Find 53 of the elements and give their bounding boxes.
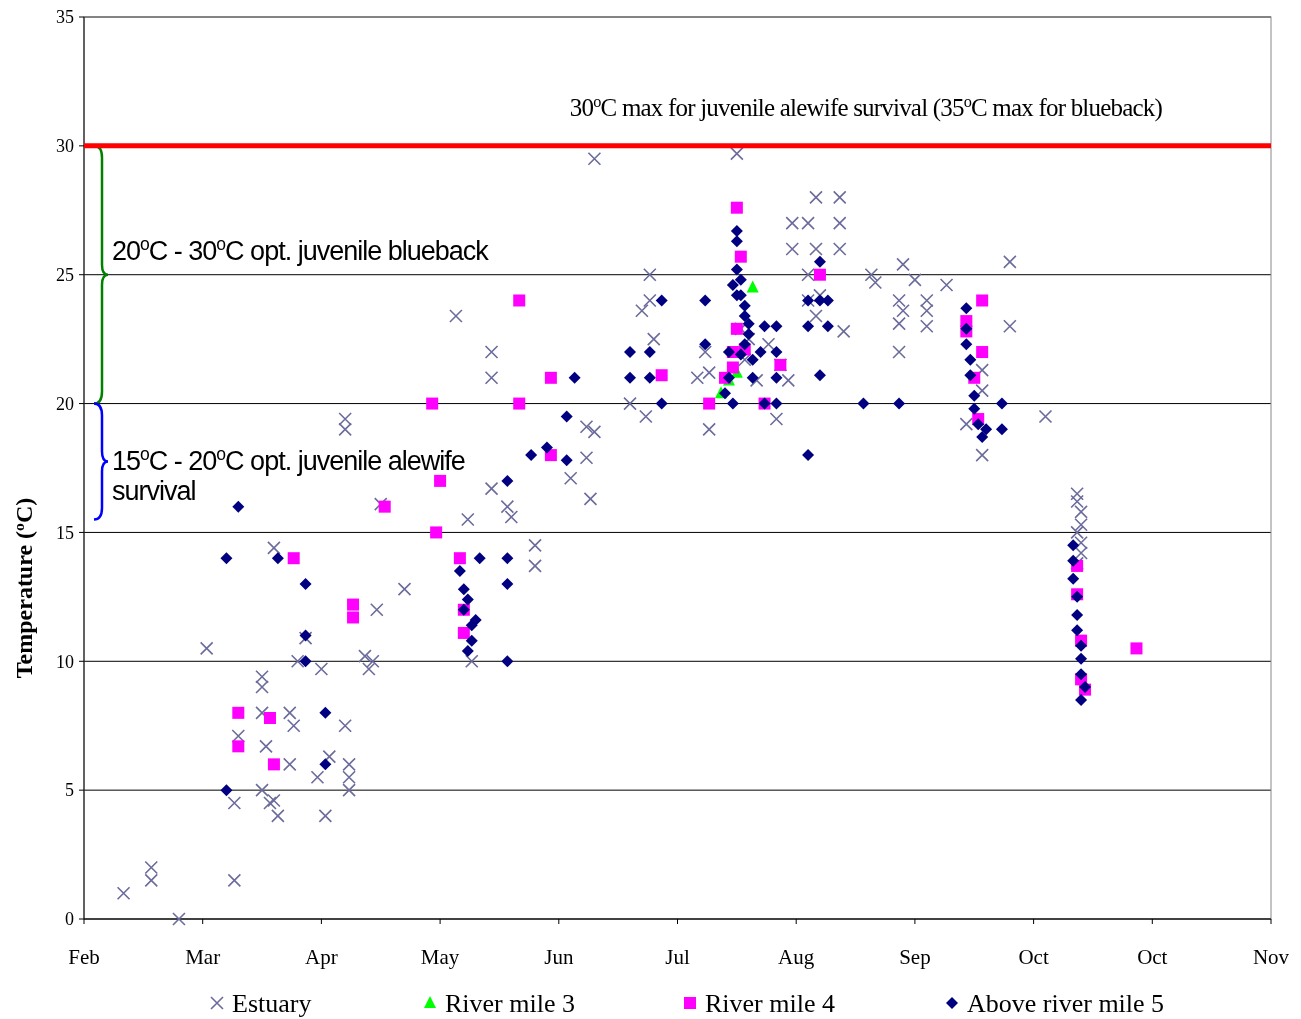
point bbox=[730, 201, 743, 214]
point bbox=[378, 500, 391, 513]
x-tick-label: Mar bbox=[185, 945, 221, 969]
y-tick-label: 20 bbox=[56, 393, 74, 414]
y-tick-label: 25 bbox=[56, 265, 74, 286]
point bbox=[287, 552, 300, 565]
point bbox=[734, 250, 747, 263]
point bbox=[263, 711, 276, 724]
point bbox=[347, 611, 360, 624]
y-tick-label: 10 bbox=[56, 651, 74, 672]
y-tick-label: 30 bbox=[56, 136, 74, 157]
point bbox=[1130, 642, 1143, 655]
y-tick-label: 0 bbox=[65, 909, 74, 930]
x-tick-label: Aug bbox=[778, 945, 815, 969]
y-tick-label: 35 bbox=[56, 7, 74, 28]
legend-label: River mile 3 bbox=[445, 989, 575, 1019]
point bbox=[457, 626, 470, 639]
x-tick-label: Nov bbox=[1252, 945, 1290, 969]
x-tick-label: Apr bbox=[305, 945, 338, 969]
y-tick-label: 15 bbox=[56, 522, 74, 543]
point bbox=[746, 280, 759, 293]
point bbox=[655, 369, 668, 382]
point bbox=[813, 268, 826, 281]
legend-label: Above river mile 5 bbox=[967, 989, 1165, 1019]
legend-label: Estuary bbox=[232, 989, 312, 1019]
point bbox=[232, 740, 245, 753]
x-tick-label: Sep bbox=[899, 945, 931, 969]
ref-line-label: 30$^{o}$C max for juvenile alewife survival (35$^{o}$C max for blueback) bbox=[569, 92, 1163, 122]
point bbox=[703, 397, 716, 410]
x-tick-label: May bbox=[420, 945, 460, 969]
x-tick-label: Oct bbox=[1018, 945, 1049, 969]
x-tick-label: Feb bbox=[68, 945, 100, 969]
x-tick-label: Jun bbox=[544, 945, 574, 969]
point bbox=[726, 361, 739, 374]
point bbox=[453, 552, 466, 565]
point bbox=[232, 706, 245, 719]
point bbox=[976, 346, 989, 359]
x-tick-label: Jul bbox=[665, 945, 690, 969]
point bbox=[513, 397, 526, 410]
point bbox=[267, 758, 280, 771]
point bbox=[430, 526, 443, 539]
point bbox=[513, 294, 526, 307]
x-tick-label: Oct bbox=[1137, 945, 1168, 969]
point bbox=[347, 598, 360, 611]
legend-label: River mile 4 bbox=[705, 989, 835, 1019]
point bbox=[434, 474, 447, 487]
annotation: 15$^{o}$C - 20$^{o}$C opt. juvenile alewife survival bbox=[112, 443, 465, 506]
y-tick-label: 5 bbox=[65, 780, 74, 801]
annotation: 20$^{o}$C - 30$^{o}$C opt. juvenile blueback bbox=[112, 233, 490, 266]
point bbox=[544, 371, 557, 384]
point bbox=[730, 322, 743, 335]
point bbox=[976, 294, 989, 307]
point bbox=[426, 397, 439, 410]
